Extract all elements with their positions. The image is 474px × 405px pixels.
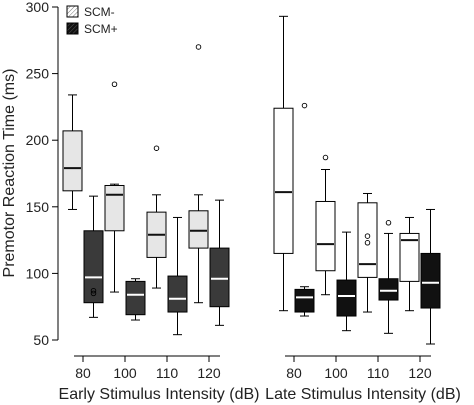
x-axis-label-late: Late Stimulus Intensity (dB) [265, 386, 461, 403]
box [146, 145, 167, 289]
box-body [378, 278, 399, 301]
box [294, 102, 315, 317]
y-tick-label: 300 [26, 0, 50, 15]
x-tick-label: 100 [113, 365, 137, 381]
outlier-point [90, 290, 97, 297]
box [336, 231, 357, 332]
box [188, 44, 209, 304]
legend-label-scm-minus: SCM- [84, 5, 115, 19]
x-tick-label: 120 [197, 365, 221, 381]
box [399, 216, 420, 312]
outlier-point [385, 220, 392, 226]
box [273, 15, 294, 312]
box-body [62, 130, 83, 192]
box-body [399, 232, 420, 282]
x-axis-label-early: Early Stimulus Intensity (dB) [59, 386, 260, 403]
box-body [209, 247, 230, 308]
box-body [336, 279, 357, 317]
box-body [273, 107, 294, 254]
y-axis-label: Premotor Reaction Time (ms) [1, 69, 18, 278]
box [315, 154, 336, 296]
y-tick-label: 200 [26, 132, 50, 148]
box-body [294, 288, 315, 313]
box-body [167, 275, 188, 313]
legend-swatch-scm-plus [66, 22, 79, 35]
x-tick-label: 80 [286, 365, 302, 381]
outlier-point [301, 102, 308, 109]
x-tick-label: 120 [408, 365, 432, 381]
y-tick-label: 250 [26, 66, 50, 82]
x-tick-label: 80 [75, 365, 91, 381]
box-body [104, 184, 125, 232]
outlier-point [364, 233, 371, 239]
box [125, 278, 146, 321]
panel-early: 80 100 110 120 [62, 44, 230, 381]
box-body [125, 280, 146, 316]
y-tick-label: 50 [33, 332, 49, 348]
legend: SCM- SCM+ [66, 5, 118, 36]
panel-late: 80 100 110 120 [273, 15, 441, 381]
box [357, 192, 378, 313]
legend-label-scm-plus: SCM+ [84, 22, 118, 36]
box [83, 195, 104, 318]
x-tick-label: 110 [367, 365, 390, 381]
box [209, 199, 230, 326]
box [420, 208, 441, 345]
y-tick-label: 150 [26, 199, 50, 215]
box-body [188, 210, 209, 249]
y-tick-label: 100 [26, 265, 50, 281]
outlier-point [111, 81, 118, 88]
outlier-point [195, 44, 202, 50]
outlier-point [90, 287, 97, 294]
box [104, 81, 125, 293]
box [378, 220, 399, 334]
outlier-point [153, 145, 160, 151]
box [62, 94, 83, 210]
outlier-point [364, 240, 371, 246]
box-body [420, 252, 441, 309]
box-body [315, 200, 336, 272]
outlier-point [322, 154, 329, 161]
box-body [83, 230, 104, 304]
x-tick-label: 100 [324, 365, 348, 381]
x-tick-label: 110 [156, 365, 179, 381]
y-axis: 50 100 150 200 250 300 [26, 0, 59, 348]
box [167, 216, 188, 336]
legend-swatch-scm-minus [66, 5, 79, 18]
